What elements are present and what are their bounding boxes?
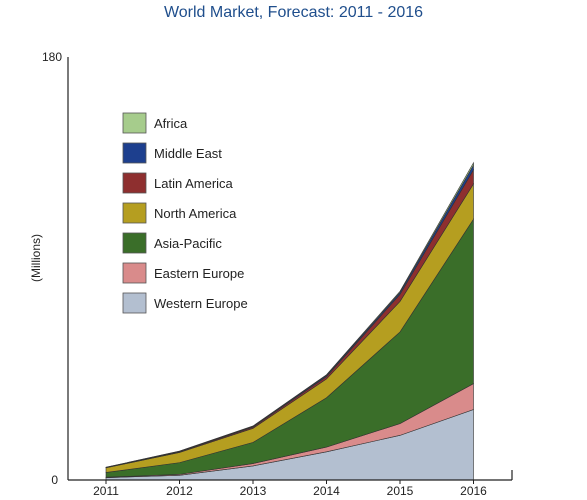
legend-swatch-asia-pacific	[122, 232, 147, 254]
x-tick-label-2012: 2012	[166, 484, 193, 498]
x-tick-label-2014: 2014	[313, 484, 340, 498]
legend-label-middle-east: Middle East	[154, 146, 222, 161]
y-tick-label-0: 0	[51, 473, 58, 487]
x-tick-label-2011: 2011	[93, 484, 119, 498]
legend-label-north-america: North America	[154, 206, 237, 221]
x-tick-label-2016: 2016	[460, 484, 487, 498]
legend-swatch-africa	[122, 112, 147, 134]
legend-label-western-europe: Western Europe	[154, 296, 248, 311]
legend-label-africa: Africa	[154, 116, 188, 131]
legend-swatch-north-america	[122, 202, 147, 224]
x-tick-label-2015: 2015	[387, 484, 414, 498]
legend-swatch-middle-east	[122, 142, 147, 164]
y-axis-label: (Millions)	[29, 234, 43, 282]
area-africa	[105, 161, 474, 468]
legend-label-latin-america: Latin America	[154, 176, 234, 191]
y-tick-label-max: 180	[42, 50, 62, 64]
legend-label-eastern-europe: Eastern Europe	[154, 266, 244, 281]
legend-label-asia-pacific: Asia-Pacific	[154, 236, 222, 251]
legend-swatch-eastern-europe	[122, 262, 147, 284]
chart-title: World Market, Forecast: 2011 - 2016	[163, 4, 424, 21]
x-tick-label-2013: 2013	[240, 484, 267, 498]
legend-swatch-western-europe	[122, 292, 147, 314]
legend-swatch-latin-america	[122, 172, 147, 194]
